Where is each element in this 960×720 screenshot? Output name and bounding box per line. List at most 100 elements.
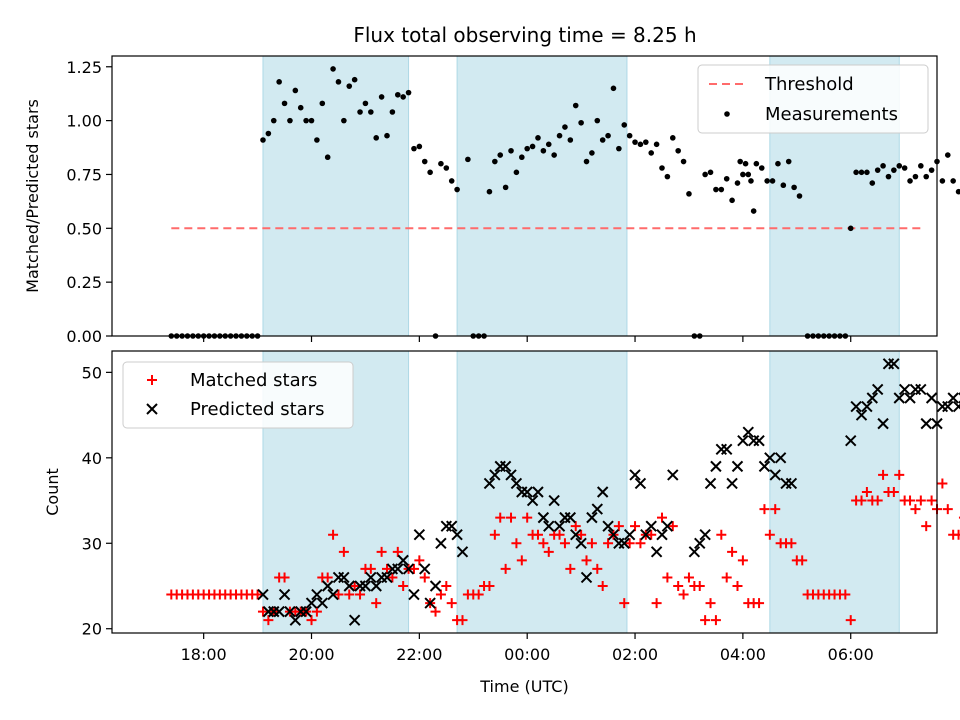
measurement-point [675,147,681,154]
predicted-star-point [602,520,614,532]
measurement-point [540,147,547,154]
predicted-star-point [526,494,539,507]
bottom-y-axis: 20 30 40 50 [82,363,112,639]
matched-star-point [430,606,441,617]
predicted-star-point [348,614,361,626]
predicted-star-point [920,417,932,430]
x-tick-label: 04:00 [720,645,766,664]
y-tick-label: 0.25 [66,273,102,292]
matched-star-point [635,538,646,549]
measurement-point [864,169,870,176]
predicted-star-point [392,563,404,575]
predicted-star-point [408,588,420,601]
predicted-star-point [596,486,609,498]
matched-star-point [570,521,581,532]
predicted-star-point [769,469,781,481]
predicted-star-point [580,571,593,584]
matched-star-point [511,538,522,549]
matched-star-point [263,615,274,626]
matched-star-point [586,538,597,549]
matched-star-point [592,563,603,574]
measurement-point [847,225,854,232]
matched-star-point [905,495,916,506]
predicted-star-point [365,571,377,584]
matched-star-point [554,529,565,540]
predicted-star-point [909,383,922,396]
predicted-star-point [300,605,312,618]
matched-star-point [355,589,366,600]
predicted-star-point [704,477,717,490]
predicted-star-point [413,529,426,541]
predicted-star-point [747,435,760,447]
measurement-point [796,193,803,199]
legend-measurements-swatch [724,111,730,117]
measurement-point [378,94,385,100]
x-tick-label: 20:00 [288,645,334,664]
measurement-point [605,132,611,139]
measurement-point [384,132,390,139]
predicted-star-point [640,529,652,541]
measurement-point [734,180,741,186]
measurement-point [769,178,776,184]
matched-star-point [700,615,711,626]
measurement-point [400,94,406,100]
measurement-point [785,158,792,165]
predicted-star-point [521,486,533,498]
measurement-point [411,145,417,152]
matched-star-point [727,546,738,557]
predicted-star-point [623,529,636,541]
predicted-star-point [278,588,291,601]
predicted-star-point [850,400,862,413]
measurement-point [780,182,787,189]
measurement-point [643,139,649,145]
measurement-point [686,191,692,197]
matched-star-point [657,512,667,523]
legend-box [697,64,929,134]
matched-star-point [624,538,635,549]
matched-star-point [252,589,263,600]
measurement-point [748,178,754,184]
matched-star-point [446,598,457,609]
bottom-x-axis-label: Time (UTC) [479,677,568,696]
predicted-star-point [845,435,857,447]
measurement-point [287,117,293,124]
matched-star-point [786,538,797,549]
matched-star-point [328,529,339,540]
measurement-point [680,158,687,165]
measurement-point [308,117,315,124]
measurement-point [669,135,676,141]
matched-star-point [576,529,587,540]
measurement-point [567,137,574,143]
predicted-star-point [694,537,706,549]
predicted-star-point [764,452,776,464]
measurement-point [589,150,595,156]
matched-star-point [630,521,641,532]
predicted-star-point [667,469,679,481]
measurement-point [950,178,956,184]
observing-window-shade [769,350,900,634]
measurement-point [869,180,876,186]
predicted-star-point [570,529,582,541]
predicted-star-point [537,511,550,524]
predicted-star-point [456,546,469,558]
predicted-star-point [650,546,663,558]
predicted-star-point [737,435,749,447]
measurement-point [519,154,525,161]
measurement-point [885,173,892,180]
measurement-point [918,163,924,169]
matched-star-point [953,529,960,540]
predicted-star-point [451,529,463,541]
measurement-point [389,109,396,115]
measurement-point [416,143,423,150]
measurement-point [939,178,946,184]
predicted-star-point [947,392,959,404]
predicted-star-point [429,580,442,592]
matched-star-point [457,615,468,626]
predicted-star-point [942,400,954,413]
matched-star-point [926,495,937,506]
legend-predicted-swatch [146,403,158,415]
predicted-star-point [440,520,453,532]
predicted-star-point [952,400,960,413]
predicted-star-point [419,563,431,575]
y-tick-label: 0.00 [66,327,102,346]
